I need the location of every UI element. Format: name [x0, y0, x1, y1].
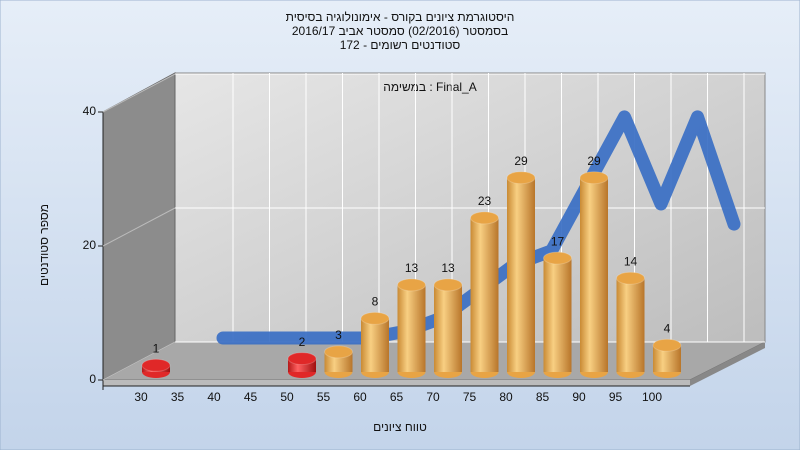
bar: [580, 177, 608, 372]
grid-line: [102, 73, 176, 113]
x-tick-label: 85: [536, 390, 550, 404]
x-tick-label: 55: [317, 390, 331, 404]
value-label: 14: [624, 254, 638, 268]
x-tick-label: 70: [426, 390, 440, 404]
chart-title: היסטוגרמת ציונים בקורס - אימונולוגיה בסי…: [286, 10, 515, 24]
bar: [397, 284, 426, 372]
value-label: 13: [441, 261, 455, 275]
y-axis-label: מספר סטודנטים: [37, 204, 51, 286]
bar-top: [579, 171, 609, 185]
x-tick-label: 45: [244, 390, 258, 404]
subtitle: במשימה : Final_A: [383, 80, 477, 94]
y-tick-label: 20: [83, 238, 97, 252]
bar-top: [397, 278, 426, 292]
value-label: 29: [587, 154, 601, 168]
floor-edge: [690, 342, 765, 386]
value-label: 23: [478, 194, 492, 208]
x-tick-label: 50: [280, 390, 294, 404]
x-tick-label: 35: [171, 390, 185, 404]
bar: [543, 258, 572, 372]
chart-title: סטודנטים רשומים - 172: [340, 38, 461, 52]
value-label: 3: [335, 328, 342, 342]
bar-top: [506, 171, 536, 185]
bar: [507, 177, 535, 372]
value-label: 17: [551, 234, 565, 248]
floor-edge: [103, 380, 690, 386]
x-tick-label: 30: [134, 390, 148, 404]
x-tick-label: 90: [572, 390, 586, 404]
bar-top: [543, 251, 572, 265]
bar-top: [652, 338, 682, 352]
x-tick-label: 100: [642, 390, 662, 404]
y-tick-label: 40: [83, 104, 97, 118]
bar-top: [470, 211, 499, 225]
bar-top: [616, 271, 645, 285]
y-tick-label: 0: [89, 372, 96, 386]
value-label: 1: [153, 341, 160, 355]
bar: [616, 278, 645, 372]
x-tick-label: 75: [463, 390, 477, 404]
bar: [361, 318, 389, 372]
value-label: 2: [299, 335, 306, 349]
bar-top: [287, 352, 317, 366]
x-tick-label: 80: [499, 390, 513, 404]
bar-top: [433, 278, 463, 292]
x-tick-label: 40: [207, 390, 221, 404]
bar-top: [360, 311, 390, 325]
grid-line: [102, 341, 176, 381]
value-label: 4: [664, 321, 671, 335]
grid-line: [102, 207, 176, 247]
chart-title: בסמסטר (02/2016) סמסטר אביב 2016/17: [292, 24, 508, 38]
x-tick-label: 60: [353, 390, 367, 404]
x-tick-label: 65: [390, 390, 404, 404]
bar: [434, 284, 462, 372]
value-label: 13: [405, 261, 419, 275]
value-label: 29: [514, 154, 528, 168]
value-label: 8: [372, 295, 379, 309]
x-tick-label: 95: [609, 390, 623, 404]
bar-top: [141, 358, 171, 372]
bar-top: [324, 345, 353, 359]
x-axis-label: טווח ציונים: [373, 420, 427, 434]
bar: [470, 217, 499, 372]
